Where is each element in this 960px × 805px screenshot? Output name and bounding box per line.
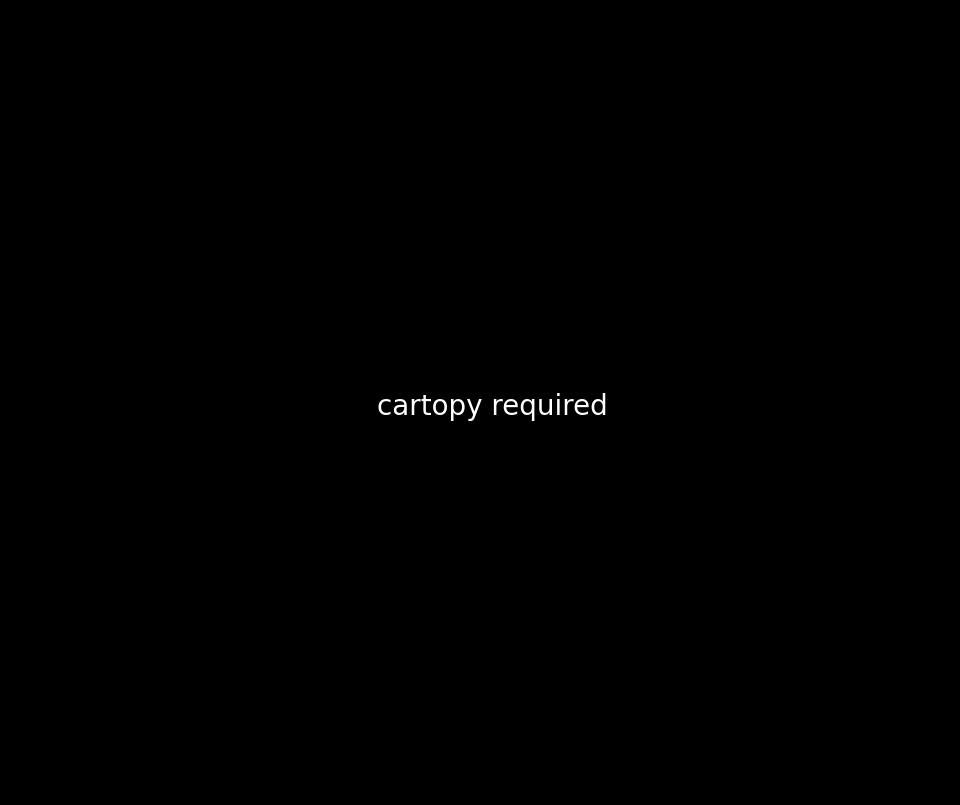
Text: cartopy required: cartopy required — [376, 393, 608, 420]
